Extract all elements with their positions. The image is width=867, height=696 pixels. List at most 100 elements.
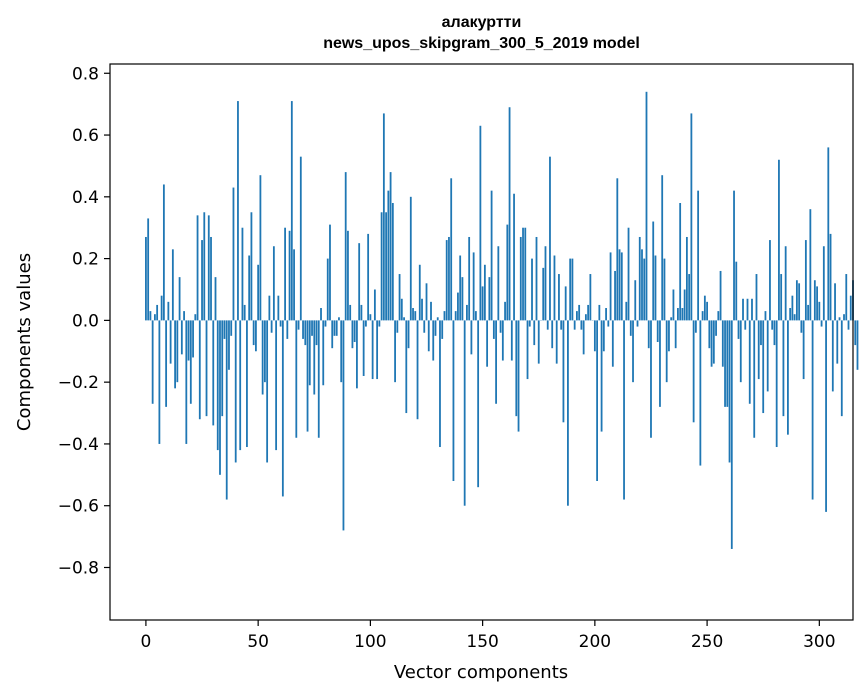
bar [542, 267, 545, 321]
bar [391, 203, 394, 321]
x-tick-label: 150 [466, 632, 498, 652]
bar [551, 320, 554, 349]
bar [506, 224, 509, 321]
bar [207, 215, 210, 321]
bar [728, 320, 731, 463]
plot-frame [109, 63, 854, 621]
bar [322, 320, 325, 386]
bar [712, 320, 715, 364]
bar [818, 301, 821, 321]
bar [802, 320, 805, 380]
bar [641, 249, 643, 321]
bar [167, 301, 170, 321]
bar [156, 304, 159, 321]
bar [198, 320, 201, 420]
bar [573, 320, 576, 330]
bar [448, 236, 450, 321]
bar [468, 236, 471, 321]
bar [362, 320, 365, 376]
bar [344, 172, 347, 321]
bar [472, 252, 475, 321]
bar [308, 320, 311, 386]
bar [255, 320, 257, 352]
bar [403, 317, 405, 321]
bar [470, 320, 473, 355]
bar [645, 91, 648, 321]
bar [706, 301, 708, 321]
bar [576, 311, 578, 321]
x-tick-label: 200 [579, 632, 611, 652]
bar [246, 320, 248, 448]
bar [564, 286, 567, 321]
bar [232, 187, 235, 321]
bar [820, 320, 823, 327]
bar [609, 252, 612, 321]
bar [605, 308, 607, 321]
bar [263, 320, 266, 383]
bar [454, 311, 457, 321]
bar [423, 320, 426, 333]
bar [822, 246, 825, 321]
bar [508, 107, 511, 321]
bar [522, 227, 524, 321]
bar [439, 320, 441, 448]
bar [813, 280, 816, 321]
bar [647, 320, 650, 349]
bar [798, 283, 801, 321]
bar [845, 274, 848, 321]
x-tick-label: 100 [354, 632, 386, 652]
bar [329, 224, 331, 321]
bar [623, 320, 625, 500]
bar [672, 289, 675, 321]
bar [304, 320, 307, 346]
bar [537, 320, 540, 364]
bar [194, 314, 197, 321]
bar [596, 320, 598, 481]
bar [517, 320, 520, 432]
bar [659, 320, 661, 407]
bar [501, 320, 504, 361]
y-axis-ticks: −0.8 −0.6 −0.4 −0.2 0.0 0.2 0.4 0.6 0.8 [58, 64, 110, 578]
bar [407, 320, 410, 349]
bar [165, 320, 168, 407]
bar [288, 230, 291, 321]
bar [717, 311, 720, 321]
bar [694, 320, 697, 333]
bar [176, 320, 179, 383]
bar [778, 159, 780, 321]
bar [230, 320, 233, 336]
bar [634, 280, 637, 321]
bar [162, 184, 165, 321]
bar [567, 320, 569, 506]
bar [160, 295, 163, 321]
bar [607, 320, 610, 327]
bar [789, 308, 792, 321]
bar [252, 320, 255, 346]
bar [387, 190, 390, 321]
bar [201, 240, 203, 321]
bar [459, 255, 462, 321]
bar [443, 311, 446, 321]
bar [356, 320, 358, 389]
bar [746, 298, 749, 321]
bar [237, 101, 239, 321]
bar [145, 236, 147, 321]
bar [430, 301, 432, 321]
bar [452, 320, 455, 481]
bar [780, 274, 783, 321]
bar [216, 320, 219, 451]
bar [389, 172, 392, 321]
bar [183, 311, 185, 321]
bar [618, 249, 621, 321]
bar [400, 298, 403, 321]
bar [210, 236, 212, 321]
x-tick-label: 250 [691, 632, 723, 652]
bar [528, 320, 531, 327]
bar [371, 320, 374, 380]
bar [791, 295, 794, 321]
bar [223, 320, 226, 339]
bar [811, 320, 814, 500]
bar [854, 320, 857, 346]
bar [715, 320, 717, 336]
bar [499, 320, 502, 333]
